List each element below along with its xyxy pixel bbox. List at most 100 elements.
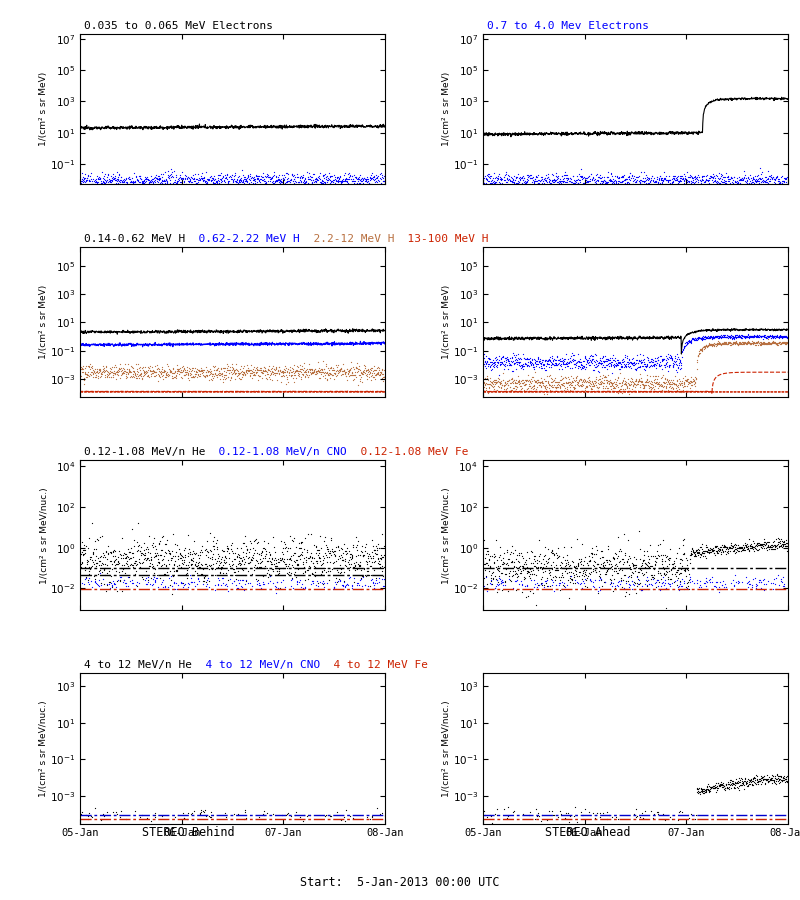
Point — [714, 775, 727, 789]
Point — [127, 539, 140, 554]
Point — [638, 548, 651, 562]
Point — [679, 374, 692, 388]
Point — [225, 371, 238, 385]
Point — [744, 174, 757, 188]
Point — [678, 340, 690, 355]
Point — [226, 167, 238, 182]
Point — [685, 806, 698, 821]
Point — [538, 171, 550, 185]
Point — [479, 354, 492, 368]
Point — [180, 177, 193, 192]
Point — [317, 555, 330, 570]
Point — [777, 176, 790, 191]
Point — [98, 361, 110, 375]
Point — [284, 177, 297, 192]
Point — [645, 355, 658, 369]
Point — [585, 382, 598, 396]
Point — [289, 545, 302, 560]
Point — [598, 554, 610, 569]
Point — [506, 172, 519, 186]
Point — [566, 177, 578, 192]
Point — [705, 337, 718, 351]
Point — [173, 547, 186, 562]
Point — [764, 576, 777, 590]
Point — [752, 171, 765, 185]
Point — [742, 335, 755, 349]
Point — [94, 365, 107, 380]
Point — [495, 378, 508, 392]
Point — [747, 330, 760, 345]
Point — [367, 543, 380, 557]
Point — [772, 176, 785, 190]
Point — [341, 172, 354, 186]
Point — [753, 573, 766, 588]
Point — [659, 173, 672, 187]
Point — [271, 575, 284, 590]
Point — [513, 547, 526, 562]
Point — [778, 536, 791, 551]
Point — [640, 360, 653, 374]
Point — [720, 337, 733, 351]
Point — [96, 364, 109, 378]
Point — [86, 174, 98, 188]
Point — [630, 802, 642, 816]
Point — [696, 330, 709, 345]
Point — [362, 370, 375, 384]
Point — [97, 174, 110, 188]
Point — [85, 550, 98, 564]
Point — [731, 541, 744, 555]
Point — [712, 778, 725, 792]
Point — [631, 348, 644, 363]
Point — [606, 559, 618, 573]
Point — [317, 354, 330, 368]
Point — [252, 573, 265, 588]
Point — [743, 337, 756, 351]
Point — [366, 176, 378, 191]
Point — [514, 170, 526, 184]
Point — [130, 179, 143, 194]
Point — [225, 182, 238, 196]
Point — [478, 571, 490, 585]
Point — [521, 174, 534, 188]
Point — [736, 328, 749, 343]
Point — [567, 380, 580, 394]
Point — [78, 171, 90, 185]
Point — [658, 814, 671, 828]
Point — [481, 556, 494, 571]
Point — [569, 575, 582, 590]
Point — [205, 805, 218, 819]
Point — [690, 331, 703, 346]
Point — [162, 544, 175, 558]
Point — [285, 566, 298, 580]
Point — [85, 364, 98, 379]
Point — [206, 534, 219, 548]
Point — [714, 337, 727, 351]
Point — [559, 559, 572, 573]
Point — [539, 374, 552, 388]
Point — [139, 546, 152, 561]
Point — [366, 533, 378, 547]
Point — [355, 572, 368, 586]
Point — [630, 353, 643, 367]
Point — [98, 568, 111, 582]
Point — [642, 353, 654, 367]
Point — [147, 174, 160, 188]
Point — [492, 379, 505, 393]
Point — [598, 574, 611, 589]
Point — [759, 336, 772, 350]
Point — [646, 169, 658, 184]
Point — [533, 375, 546, 390]
Point — [589, 378, 602, 392]
Point — [620, 176, 633, 190]
Point — [353, 561, 366, 575]
Point — [498, 375, 511, 390]
Point — [278, 554, 290, 569]
Point — [581, 580, 594, 594]
Point — [477, 555, 490, 570]
Point — [624, 570, 637, 584]
Point — [186, 178, 198, 193]
Point — [586, 382, 599, 396]
Point — [498, 377, 510, 392]
Point — [351, 174, 364, 188]
Point — [650, 554, 662, 569]
